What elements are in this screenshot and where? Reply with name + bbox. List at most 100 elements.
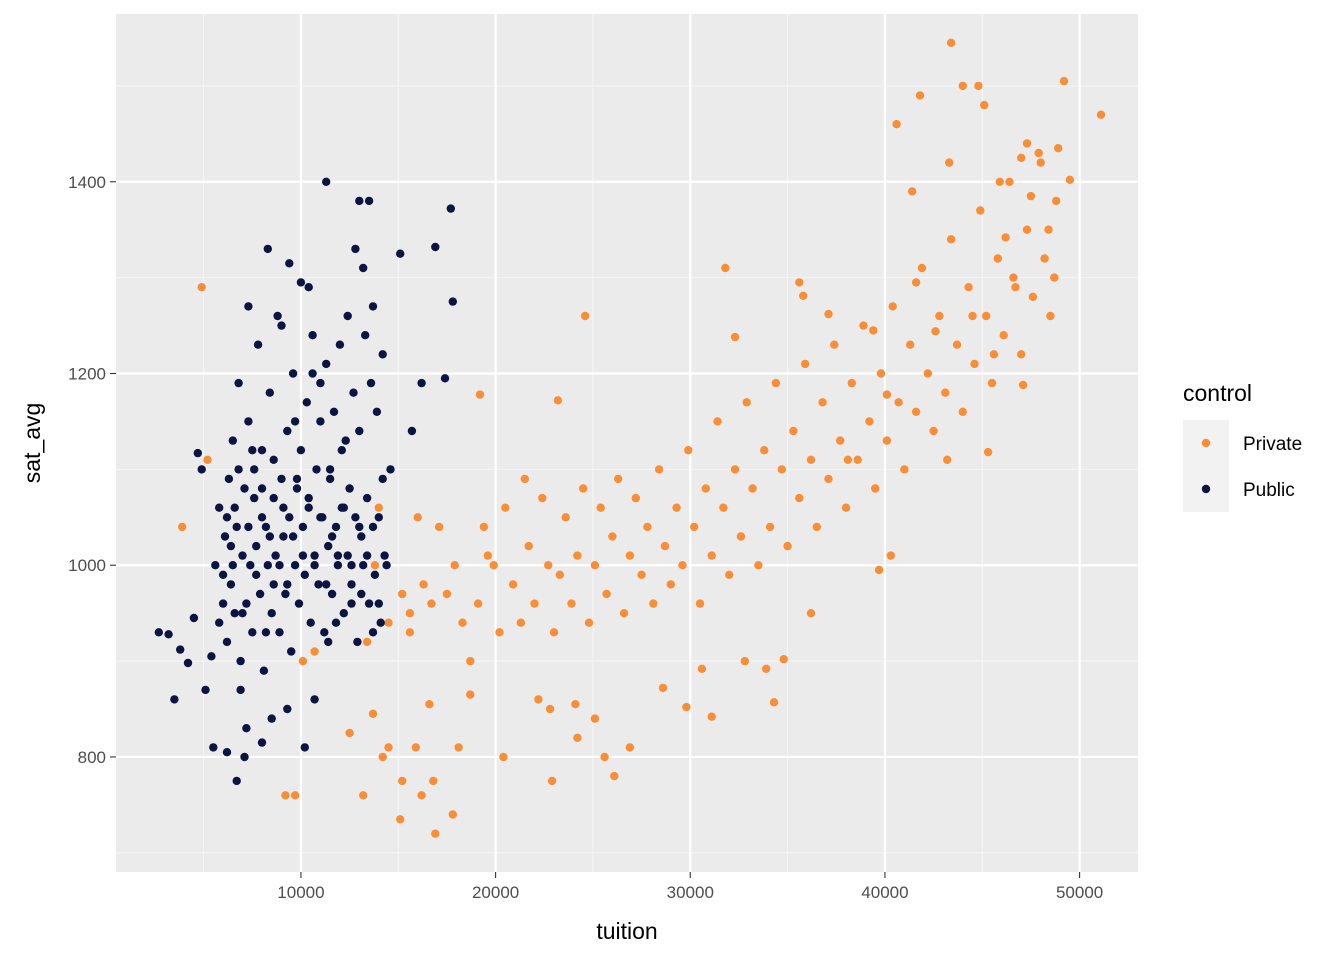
data-point-public bbox=[310, 695, 319, 704]
data-point-public bbox=[259, 666, 269, 675]
data-point-private bbox=[637, 570, 646, 579]
data-point-private bbox=[795, 278, 804, 287]
data-point-private bbox=[806, 609, 816, 618]
data-point-private bbox=[658, 683, 668, 693]
data-point-private bbox=[298, 656, 308, 666]
data-point-private bbox=[818, 398, 827, 407]
data-point-private bbox=[946, 38, 956, 47]
data-point-private bbox=[1011, 283, 1020, 292]
data-point-public bbox=[345, 484, 354, 493]
data-point-private bbox=[779, 655, 788, 664]
data-point-private bbox=[682, 702, 691, 712]
data-point-public bbox=[246, 561, 255, 570]
data-point-private bbox=[1022, 139, 1032, 148]
x-tick-label: 40000 bbox=[861, 883, 908, 902]
data-point-public bbox=[269, 493, 278, 503]
data-point-private bbox=[999, 331, 1008, 340]
data-point-private bbox=[799, 291, 808, 300]
data-point-public bbox=[277, 321, 286, 330]
data-point-public bbox=[292, 484, 302, 493]
data-point-private bbox=[783, 541, 792, 551]
data-point-public bbox=[347, 580, 356, 589]
data-point-private bbox=[1026, 191, 1036, 201]
data-point-private bbox=[748, 484, 757, 493]
data-point-public bbox=[357, 589, 366, 599]
data-point-private bbox=[923, 369, 932, 378]
data-point-public bbox=[374, 513, 383, 522]
x-tick-label: 20000 bbox=[472, 883, 519, 902]
data-point-private bbox=[993, 254, 1002, 263]
data-point-private bbox=[1050, 273, 1059, 282]
data-point-private bbox=[795, 493, 804, 503]
data-point-public bbox=[265, 388, 274, 397]
data-point-private bbox=[625, 551, 635, 560]
data-point-public bbox=[339, 503, 348, 512]
data-point-public bbox=[228, 561, 237, 570]
legend-label-private: Private bbox=[1243, 434, 1302, 455]
data-point-public bbox=[329, 407, 339, 416]
data-point-private bbox=[812, 522, 821, 532]
data-point-public bbox=[310, 561, 319, 570]
data-point-private bbox=[871, 484, 880, 493]
data-point-public bbox=[244, 417, 253, 426]
data-point-public bbox=[322, 177, 331, 186]
data-point-public bbox=[296, 446, 306, 455]
data-point-private bbox=[806, 455, 816, 464]
data-point-private bbox=[987, 378, 997, 388]
data-point-private bbox=[945, 158, 954, 167]
data-point-private bbox=[843, 455, 853, 464]
data-point-private bbox=[888, 302, 897, 311]
data-point-public bbox=[353, 637, 362, 647]
data-point-private bbox=[865, 417, 874, 426]
data-point-private bbox=[771, 378, 781, 388]
data-point-private bbox=[1040, 254, 1049, 263]
data-point-public bbox=[209, 743, 218, 752]
data-point-public bbox=[368, 628, 378, 637]
data-point-private bbox=[672, 503, 681, 512]
data-point-public bbox=[277, 474, 286, 484]
data-point-private bbox=[824, 474, 833, 484]
data-point-public bbox=[226, 541, 236, 551]
data-point-private bbox=[573, 733, 582, 742]
data-point-private bbox=[631, 493, 640, 503]
data-point-private bbox=[454, 743, 463, 752]
y-axis-title: sat_avg bbox=[19, 403, 45, 484]
data-point-public bbox=[417, 378, 426, 388]
data-point-public bbox=[296, 278, 306, 287]
data-point-private bbox=[1059, 76, 1069, 86]
data-point-private bbox=[777, 465, 786, 474]
data-point-public bbox=[265, 532, 274, 541]
data-point-private bbox=[983, 447, 993, 457]
data-point-private bbox=[495, 628, 504, 637]
data-point-private bbox=[610, 771, 619, 781]
data-point-private bbox=[1054, 144, 1063, 153]
data-point-public bbox=[273, 311, 282, 321]
data-point-private bbox=[695, 599, 705, 608]
data-point-private bbox=[847, 378, 856, 388]
data-point-public bbox=[248, 628, 257, 637]
data-point-private bbox=[980, 100, 989, 110]
data-point-public bbox=[316, 513, 325, 522]
data-point-private bbox=[824, 309, 833, 319]
data-point-public bbox=[448, 297, 457, 306]
data-point-public bbox=[292, 474, 302, 484]
data-point-private bbox=[730, 332, 740, 342]
data-point-public bbox=[364, 196, 374, 206]
data-point-private bbox=[448, 810, 457, 819]
data-point-private bbox=[501, 503, 510, 512]
data-point-public bbox=[312, 465, 321, 474]
data-point-public bbox=[343, 551, 352, 560]
data-point-public bbox=[335, 340, 345, 349]
data-point-public bbox=[322, 580, 331, 589]
data-point-public bbox=[250, 493, 259, 503]
data-point-public bbox=[261, 628, 271, 637]
data-point-private bbox=[859, 321, 868, 330]
data-point-private bbox=[458, 618, 467, 627]
y-tick-label: 1200 bbox=[68, 364, 106, 383]
data-point-public bbox=[366, 378, 376, 388]
data-point-private bbox=[197, 283, 206, 292]
data-point-private bbox=[964, 283, 973, 292]
data-point-public bbox=[327, 532, 337, 541]
data-point-private bbox=[841, 503, 851, 512]
data-point-private bbox=[654, 465, 664, 474]
